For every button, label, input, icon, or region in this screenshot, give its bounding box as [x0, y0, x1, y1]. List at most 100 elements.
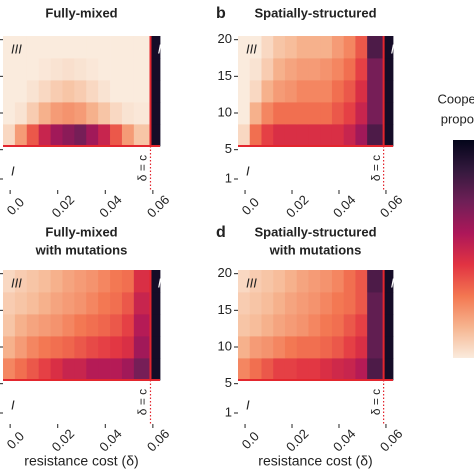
heatmap-cell [284, 58, 298, 81]
heatmap-cell [343, 124, 356, 147]
heatmap-cell [355, 124, 368, 147]
heatmap-cell [38, 358, 51, 381]
heatmap-cell [98, 124, 111, 147]
x-tick-label: 0.02 [283, 192, 312, 221]
heatmap-cell [38, 58, 51, 81]
heatmap-cell [273, 336, 286, 359]
heatmap-cell [38, 314, 51, 337]
y-tick-label: 5 [225, 375, 232, 390]
heatmap-cell [383, 80, 394, 103]
x-tick-label: 0.0 [239, 195, 262, 218]
region-label: II [391, 275, 399, 290]
heatmap-cell [50, 36, 63, 59]
heatmap-cell [98, 336, 111, 359]
heatmap-cell [26, 336, 40, 359]
heatmap-cell [133, 292, 151, 315]
heatmap-cell [50, 102, 63, 125]
heatmap-cell [110, 58, 123, 81]
heatmap-cell [320, 102, 333, 125]
y-tick-label: 15 [218, 68, 232, 83]
heatmap-cell [110, 314, 123, 337]
heatmap-cell [133, 336, 151, 359]
heatmap-cell [261, 36, 274, 59]
heatmap-cell [355, 58, 368, 81]
heatmap-cell [50, 80, 63, 103]
heatmap-cell [98, 80, 111, 103]
x-tick-label: 0.04 [96, 192, 125, 221]
x-tick-label: 0.06 [144, 192, 173, 221]
heatmap-cell [249, 336, 262, 359]
heatmap-cell [74, 36, 87, 59]
heatmap-cell [308, 292, 321, 315]
x-tick-label: 0.0 [4, 429, 27, 452]
heatmap-cell [62, 58, 75, 81]
region-label: I [246, 397, 250, 412]
heatmap-cell [238, 102, 251, 125]
heatmap-cell [383, 270, 394, 293]
region-label: I [246, 163, 250, 178]
heatmap-cell [367, 80, 385, 103]
heatmap-cell [343, 270, 356, 293]
heatmap-cell [14, 314, 28, 337]
heatmap-cell [150, 58, 161, 81]
heatmap-cell [121, 102, 135, 125]
heatmap-cell [26, 358, 40, 381]
heatmap-cell [74, 336, 87, 359]
heatmap-cell [308, 270, 321, 293]
heatmap-cell [133, 36, 151, 59]
heatmap-cell [121, 314, 135, 337]
heatmap-cell [150, 336, 161, 359]
heatmap-cell [74, 358, 87, 381]
heatmap-cell [273, 58, 286, 81]
heatmap-cell [110, 270, 123, 293]
panel-title: Fully-mixed [45, 5, 117, 20]
heatmap-cell [150, 292, 161, 315]
heatmap-cell [98, 270, 111, 293]
heatmap-cell [133, 102, 151, 125]
heatmap-cell [296, 270, 309, 293]
heatmap-cell [50, 358, 63, 381]
heatmap-cell [355, 80, 368, 103]
heatmap-cell [38, 36, 51, 59]
heatmap-cell [3, 80, 16, 103]
heatmap-cell [98, 102, 111, 125]
heatmap-cell [86, 314, 99, 337]
heatmap-cell [238, 58, 251, 81]
heatmap-cell [308, 336, 321, 359]
heatmap-cell [150, 80, 161, 103]
heatmap-cell [320, 270, 333, 293]
heatmap-cell [3, 270, 16, 293]
heatmap-cell [367, 124, 385, 147]
heatmap-cell [133, 358, 151, 381]
heatmap-cell [14, 102, 28, 125]
heatmap-cell [62, 314, 75, 337]
delta-c-label: δ = c [136, 155, 150, 181]
heatmap-cell [249, 314, 262, 337]
heatmap-cell [50, 270, 63, 293]
heatmap-cell [74, 292, 87, 315]
heatmap-cell [86, 270, 99, 293]
heatmap-cell [284, 124, 298, 147]
heatmap-cell [110, 102, 123, 125]
heatmap-cell [121, 124, 135, 147]
colorbar-title: Cooperator [437, 91, 474, 106]
heatmap-cell [355, 358, 368, 381]
heatmap-cell [308, 58, 321, 81]
region-label: I [11, 397, 15, 412]
y-tick-label: 10 [218, 338, 232, 353]
heatmap-cell [284, 314, 298, 337]
heatmap-cell [50, 58, 63, 81]
heatmap-cell [367, 270, 385, 293]
heatmap-cell [150, 270, 161, 293]
region-label: III [11, 275, 22, 290]
heatmap-cell [86, 102, 99, 125]
panel-title: with mutations [35, 242, 128, 257]
x-tick-label: 0.02 [283, 426, 312, 455]
region-label: III [11, 41, 22, 56]
heatmap-cell [3, 358, 16, 381]
x-axis-label: resistance cost (δ) [258, 453, 372, 469]
heatmap-cell [308, 314, 321, 337]
heatmap-cell [284, 80, 298, 103]
heatmap-cell [273, 80, 286, 103]
